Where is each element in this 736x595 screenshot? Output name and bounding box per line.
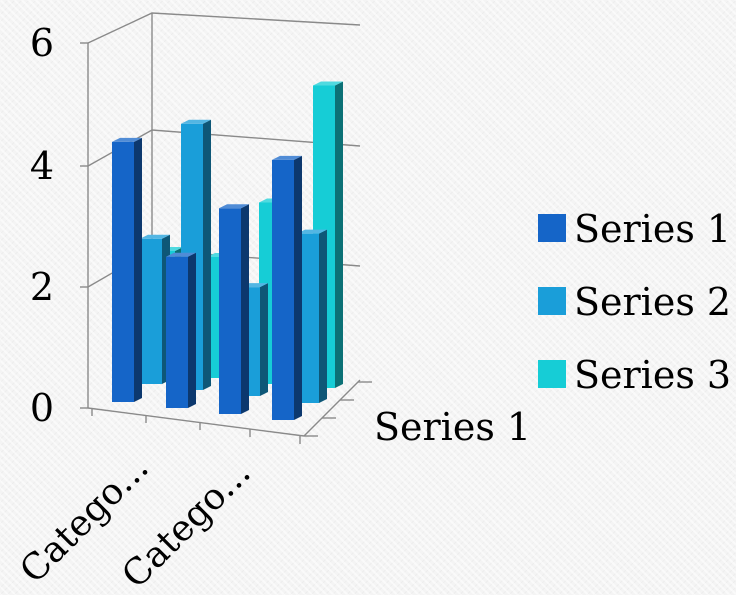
x-axis <box>87 379 372 444</box>
bar-side <box>203 119 211 391</box>
bar-side <box>188 252 196 408</box>
legend-swatch <box>538 287 566 315</box>
bar-front <box>297 233 319 403</box>
bar-top <box>297 229 327 234</box>
bar <box>297 229 327 403</box>
depth-axis-label: Series 1 <box>374 405 531 449</box>
bar-top <box>181 119 211 124</box>
y-tick-label: 6 <box>30 21 54 65</box>
bar-front <box>112 141 134 402</box>
bar-side <box>241 204 249 414</box>
bar-side <box>294 155 302 420</box>
legend: Series 1 Series 2 Series 3 <box>538 207 731 397</box>
bar-front <box>219 208 241 414</box>
legend-item: Series 2 <box>538 280 731 324</box>
bar <box>166 252 196 408</box>
bar-front <box>272 159 294 420</box>
y-axis <box>80 42 88 409</box>
legend-item: Series 3 <box>538 353 731 397</box>
bar-side <box>134 137 142 402</box>
chart-bars <box>112 81 343 420</box>
bar-top <box>166 252 196 257</box>
legend-swatch <box>538 214 566 242</box>
bar <box>219 204 249 414</box>
bar-side <box>335 81 343 388</box>
y-tick-label: 2 <box>30 265 54 309</box>
bar-top <box>272 155 302 160</box>
bar-top <box>219 204 249 209</box>
y-tick-labels: 6 4 2 0 <box>30 21 54 430</box>
bar-top <box>112 137 142 142</box>
x-tick-labels: Catego... Catego... <box>12 447 258 595</box>
legend-label: Series 3 <box>574 353 731 397</box>
bar <box>140 234 170 384</box>
bar <box>112 137 142 402</box>
bar-side <box>319 229 327 403</box>
legend-item: Series 1 <box>538 207 731 251</box>
bar-top <box>140 234 170 239</box>
bar-front <box>166 256 188 408</box>
bar-side <box>260 283 268 396</box>
legend-label: Series 1 <box>574 207 731 251</box>
legend-label: Series 2 <box>574 280 731 324</box>
y-tick-label: 4 <box>30 144 54 188</box>
bar-top <box>313 81 343 86</box>
bar <box>272 155 302 420</box>
legend-swatch <box>538 360 566 388</box>
y-tick-label: 0 <box>30 386 54 430</box>
bar-front <box>140 238 162 384</box>
